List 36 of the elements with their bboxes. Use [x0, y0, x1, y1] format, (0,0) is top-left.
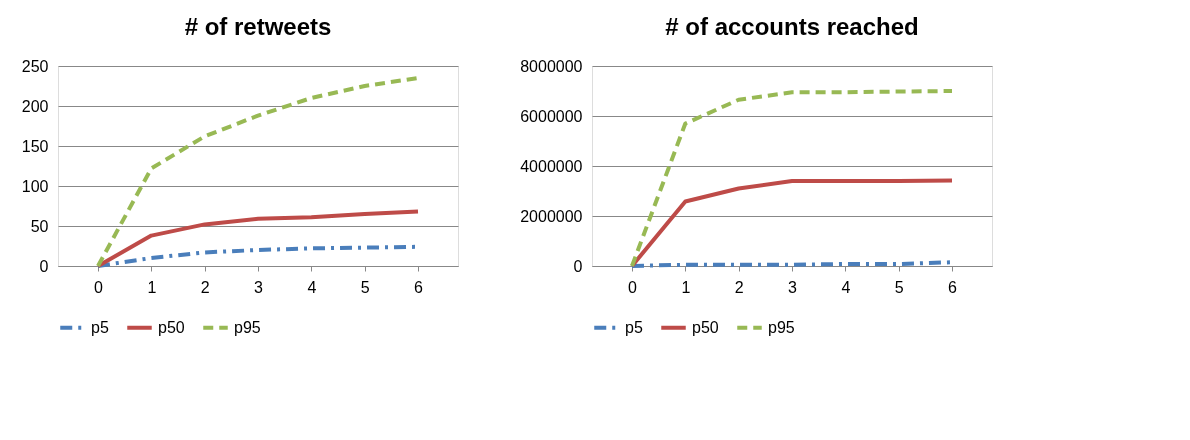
x-tick-label: 2 — [200, 278, 210, 296]
y-tick-label: 150 — [21, 137, 49, 155]
chart-title: # of accounts reached — [665, 13, 919, 40]
x-tick-label: 4 — [841, 278, 851, 296]
x-tick-label: 1 — [147, 278, 157, 296]
x-tick-label: 0 — [94, 278, 104, 296]
line-series — [96, 209, 420, 268]
x-tick-label: 5 — [894, 278, 904, 296]
chart-title: # of retweets — [184, 13, 332, 40]
x-tick-label: 5 — [360, 278, 370, 296]
y-tick-label: 8000000 — [520, 57, 583, 75]
y-tick-label: 200 — [21, 97, 49, 115]
legend-label: p95 — [768, 318, 795, 336]
y-tick-label: 50 — [30, 217, 49, 235]
y-tick-label: 6000000 — [520, 107, 583, 125]
legend-label: p5 — [625, 318, 643, 336]
x-tick-label: 0 — [628, 278, 638, 296]
y-tick-label: 0 — [573, 257, 583, 275]
line-series — [630, 89, 954, 268]
x-tick-label: 3 — [254, 278, 264, 296]
legend-label: p5 — [91, 318, 109, 336]
legend-label: p50 — [692, 318, 719, 336]
y-tick-label: 100 — [21, 177, 49, 195]
legend-label: p95 — [234, 318, 261, 336]
y-tick-label: 0 — [39, 257, 49, 275]
x-tick-label: 2 — [734, 278, 744, 296]
x-tick-label: 6 — [414, 278, 424, 296]
y-tick-label: 2000000 — [520, 207, 583, 225]
x-tick-label: 4 — [307, 278, 317, 296]
y-tick-label: 250 — [21, 57, 49, 75]
legend-label: p50 — [158, 318, 185, 336]
line-series — [96, 76, 420, 268]
x-tick-label: 6 — [948, 278, 958, 296]
x-tick-label: 1 — [681, 278, 691, 296]
x-tick-label: 3 — [788, 278, 798, 296]
y-tick-label: 4000000 — [520, 157, 583, 175]
